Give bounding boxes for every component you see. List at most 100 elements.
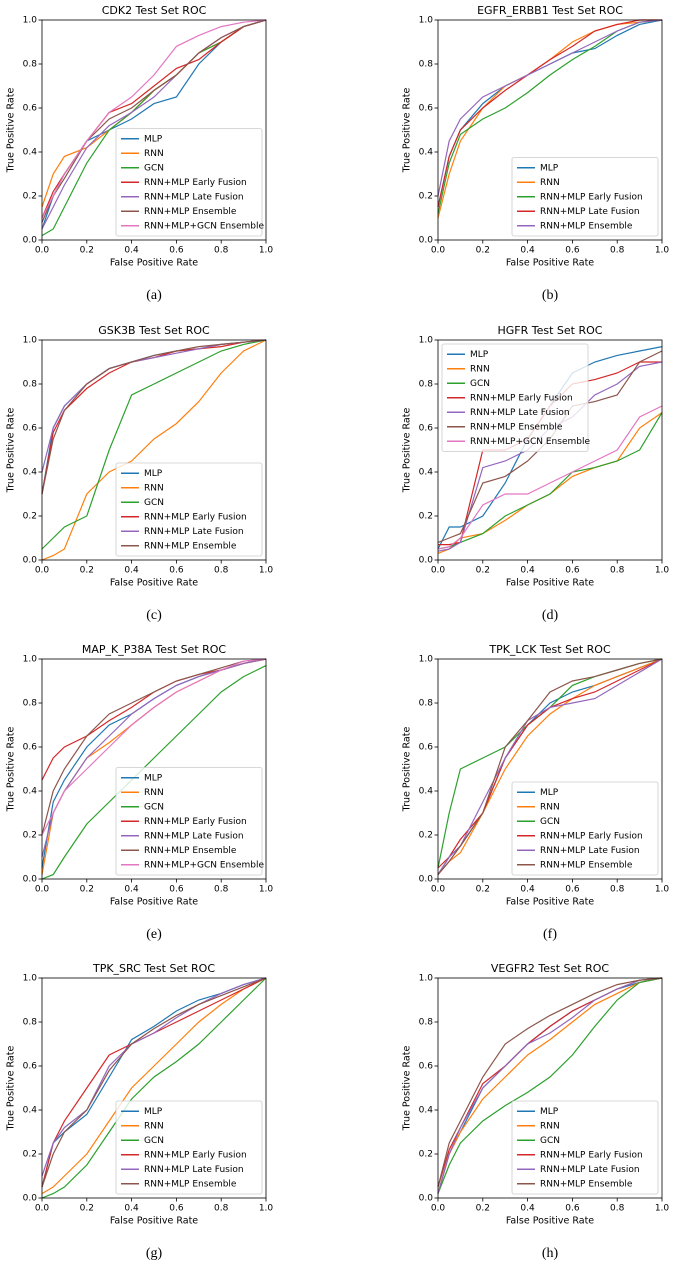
legend-label: RNN+MLP Late Fusion	[470, 408, 570, 418]
x-tick-label: 0.4	[124, 1204, 139, 1214]
legend-label: GCN	[144, 498, 164, 508]
y-tick-label: 0.0	[23, 875, 38, 885]
y-axis-label: True Positive Rate	[6, 727, 17, 813]
chart-title: GSK3B Test Set ROC	[98, 324, 210, 337]
legend-label: RNN+MLP Early Fusion	[144, 512, 247, 522]
roc-line	[437, 658, 663, 875]
x-tick-label: 0.4	[520, 566, 535, 576]
y-axis-label: True Positive Rate	[6, 408, 17, 494]
legend-label: GCN	[540, 817, 560, 827]
y-tick-label: 0.8	[23, 380, 38, 390]
caption: (g)	[146, 1246, 163, 1261]
x-tick-label: 0.8	[610, 566, 625, 576]
legend: MLP RNN GCN RNN+MLP Early Fusion RNN+MLP Lat…	[115, 128, 264, 237]
plot-frame	[41, 658, 267, 880]
caption: (f)	[543, 927, 557, 942]
legend-label: RNN+MLP+GCN Ensemble	[144, 860, 264, 870]
x-tick-label: 0.8	[610, 1204, 625, 1214]
legend-label: RNN+MLP Early Fusion	[144, 1150, 247, 1160]
x-axis-label: False Positive Rate	[110, 1216, 198, 1227]
x-tick-label: 0.2	[476, 246, 490, 256]
caption: (c)	[146, 608, 162, 623]
x-axis-label: False Positive Rate	[110, 578, 198, 589]
y-tick-label: 0.4	[419, 787, 434, 797]
roc-line	[437, 19, 663, 197]
caption: (a)	[146, 288, 162, 303]
legend-label: RNN	[540, 802, 560, 812]
y-tick-label: 0.6	[419, 104, 434, 114]
x-tick-label: 1.0	[259, 246, 274, 256]
roc-line	[41, 339, 267, 473]
subplot: MAP_K_P38A Test Set ROC 0.0 0.2 0.4 0.6 0.8 1.…	[6, 643, 274, 942]
y-tick-label: 0.8	[419, 1018, 434, 1028]
caption: (b)	[542, 288, 559, 303]
legend-label: RNN+MLP Ensemble	[540, 221, 633, 231]
subplot: EGFR_ERBB1 Test Set ROC 0.0 0.2 0.4 0.6 0.8 1.…	[402, 4, 670, 303]
x-tick-label: 0.4	[124, 566, 139, 576]
chart-title: TPK_LCK Test Set ROC	[488, 643, 611, 656]
legend-label: RNN+MLP Late Fusion	[540, 207, 640, 217]
roc-line	[437, 977, 663, 1194]
legend: MLP RNN GCN RNN+MLP Early Fusion RNN+MLP Lat…	[511, 781, 659, 876]
legend-label: RNN+MLP Ensemble	[540, 860, 633, 870]
legend: MLP RNN GCN RNN+MLP Early Fusion RNN+MLP Lat…	[115, 767, 264, 876]
roc-line	[41, 658, 267, 836]
x-tick-label: 0.2	[476, 566, 490, 576]
chart-title: MAP_K_P38A Test Set ROC	[82, 643, 227, 656]
x-tick-label: 0.6	[565, 566, 580, 576]
y-tick-label: 0.0	[23, 1194, 38, 1204]
plot-frame	[437, 977, 663, 1199]
subplot: HGFR Test Set ROC 0.0 0.2 0.4 0.6 0.8 1.0 0.0 0.…	[402, 324, 670, 623]
legend-label: RNN+MLP Late Fusion	[144, 192, 244, 202]
y-tick-label: 1.0	[419, 336, 434, 346]
subplot: TPK_SRC Test Set ROC 0.0 0.2 0.4 0.6 0.8 1.0 0.…	[6, 962, 274, 1261]
x-tick-label: 0.0	[431, 246, 446, 256]
legend: MLP RNN RNN+MLP Early Fusion RNN+MLP Late F…	[511, 157, 659, 237]
y-tick-label: 0.2	[419, 831, 433, 841]
x-tick-label: 1.0	[259, 566, 274, 576]
legend-label: GCN	[144, 163, 164, 173]
legend-box	[115, 767, 263, 876]
x-tick-label: 0.8	[214, 885, 229, 895]
x-tick-label: 0.6	[169, 1204, 184, 1214]
legend-label: RNN+MLP+GCN Ensemble	[470, 437, 590, 447]
roc-line	[41, 339, 267, 561]
roc-line	[41, 977, 267, 1199]
y-tick-label: 0.0	[23, 236, 38, 246]
legend: MLP RNN GCN RNN+MLP Early Fusion RNN+MLP Lat…	[115, 462, 263, 557]
y-tick-label: 0.4	[23, 468, 38, 478]
y-tick-label: 0.6	[23, 743, 38, 753]
roc-line	[437, 977, 663, 1194]
y-tick-label: 0.4	[23, 1106, 38, 1116]
y-tick-label: 0.6	[419, 424, 434, 434]
y-tick-label: 0.4	[419, 1106, 434, 1116]
legend-label: RNN+MLP Late Fusion	[144, 831, 244, 841]
legend-label: RNN+MLP Late Fusion	[540, 846, 640, 856]
roc-line	[437, 977, 663, 1194]
legend-label: MLP	[144, 1107, 163, 1117]
legend-label: GCN	[144, 1136, 164, 1146]
roc-line	[437, 658, 663, 869]
plot-frame	[41, 977, 267, 1199]
y-tick-label: 0.2	[23, 512, 37, 522]
legend-label: RNN+MLP+GCN Ensemble	[144, 221, 264, 231]
x-tick-label: 0.4	[520, 246, 535, 256]
y-tick-label: 0.0	[419, 1194, 434, 1204]
legend-box	[115, 1100, 263, 1195]
roc-line	[41, 977, 267, 1195]
legend-label: RNN+MLP Ensemble	[144, 846, 237, 856]
x-tick-label: 1.0	[259, 885, 274, 895]
roc-line	[437, 19, 662, 208]
y-tick-label: 0.2	[419, 192, 433, 202]
x-axis-label: False Positive Rate	[506, 578, 594, 589]
x-tick-label: 0.2	[476, 885, 490, 895]
chart-title: HGFR Test Set ROC	[498, 324, 603, 337]
y-tick-label: 0.4	[419, 148, 434, 158]
roc-line	[437, 977, 663, 1188]
x-tick-label: 0.2	[80, 1204, 94, 1214]
x-tick-label: 0.0	[35, 246, 50, 256]
y-axis-label: True Positive Rate	[402, 1046, 413, 1132]
legend-label: RNN+MLP Ensemble	[540, 1179, 633, 1189]
legend-label: RNN+MLP Early Fusion	[144, 178, 247, 188]
legend-label: RNN+MLP Late Fusion	[540, 1165, 640, 1175]
